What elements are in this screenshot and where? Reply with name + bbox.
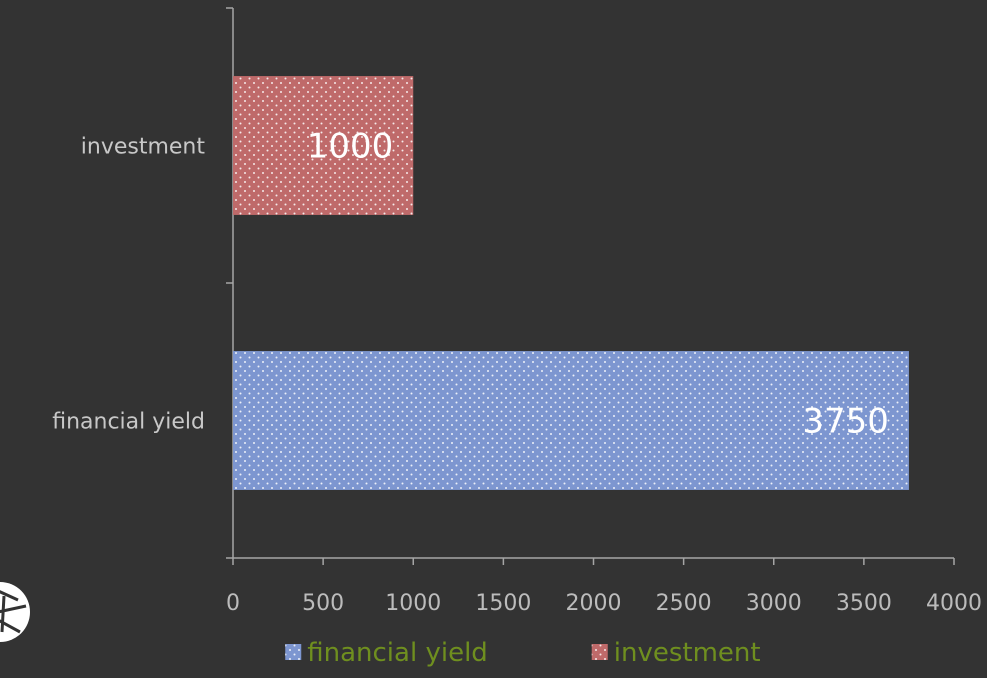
x-tick-label: 2000: [566, 591, 622, 616]
category-label: investment: [81, 135, 206, 160]
legend-swatch-pattern: [285, 644, 302, 660]
legend-label: investment: [614, 638, 761, 668]
x-tick-label: 2500: [656, 591, 712, 616]
category-label: financial yield: [52, 410, 205, 435]
x-tick-label: 500: [302, 591, 344, 616]
x-tick-label: 3000: [746, 591, 802, 616]
x-tick-label: 1000: [385, 591, 441, 616]
data-label: 3750: [802, 402, 889, 442]
bar-pattern: [233, 351, 909, 490]
x-tick-label: 4000: [926, 591, 982, 616]
x-tick-label: 3500: [836, 591, 892, 616]
data-label: 1000: [307, 127, 394, 167]
x-tick-label: 1500: [475, 591, 531, 616]
logo-icon: [0, 582, 30, 642]
bar-pattern: [233, 76, 414, 215]
legend-label: financial yield: [307, 638, 488, 668]
legend-swatch-pattern: [591, 644, 608, 660]
x-tick-label: 0: [226, 591, 240, 616]
